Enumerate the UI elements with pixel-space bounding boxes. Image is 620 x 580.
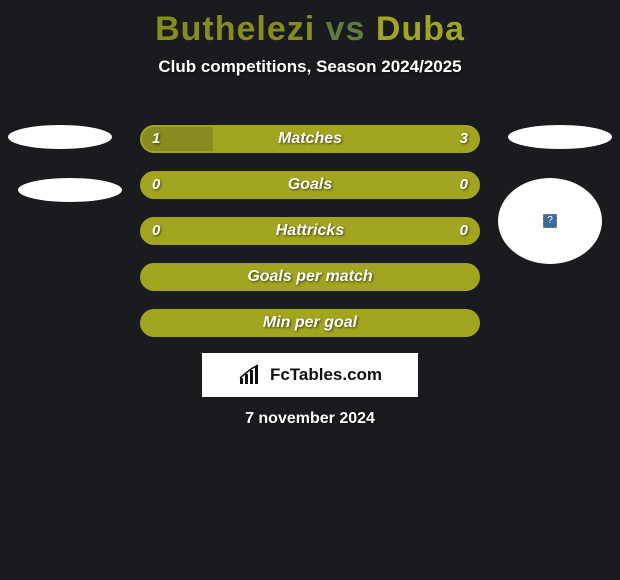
source-logo: FcTables.com	[202, 353, 418, 397]
bar-value-player2: 0	[460, 219, 468, 243]
player1-photo-placeholder-bottom	[18, 178, 122, 202]
subtitle: Club competitions, Season 2024/2025	[0, 57, 620, 77]
stat-bar-row: Goals per match	[140, 263, 480, 291]
stat-bars: Matches13Goals00Hattricks00Goals per mat…	[140, 125, 480, 355]
stat-bar-row: Min per goal	[140, 309, 480, 337]
player1-photo-placeholder-top	[8, 125, 112, 149]
bar-value-player2: 0	[460, 173, 468, 197]
date-text: 7 november 2024	[0, 410, 620, 428]
stat-bar-row: Hattricks0 0	[140, 217, 480, 245]
bar-value-player1: 1	[152, 127, 160, 151]
logo-text: FcTables.com	[270, 365, 382, 385]
bar-label: Goals per match	[142, 265, 478, 289]
title-vs: vs	[326, 10, 366, 48]
title-player1: Buthelezi	[155, 10, 315, 48]
title-player2: Duba	[376, 10, 465, 48]
bar-label: Min per goal	[142, 311, 478, 335]
bar-label: Hattricks	[142, 219, 478, 243]
player2-photo-placeholder-top	[508, 125, 612, 149]
stat-bar-row: Goals0 0	[140, 171, 480, 199]
bar-chart-icon	[238, 364, 264, 386]
player2-photo-placeholder-circle: ?	[498, 178, 602, 264]
bar-label: Matches	[142, 127, 478, 151]
page-title: Buthelezi vs Duba	[0, 0, 620, 49]
bar-value-player1: 0	[152, 173, 160, 197]
bar-label: Goals	[142, 173, 478, 197]
comparison-card: Buthelezi vs Duba Club competitions, Sea…	[0, 0, 620, 580]
stat-bar-row: Matches1 3	[140, 125, 480, 153]
bar-value-player2: 3	[460, 127, 468, 151]
missing-image-icon: ?	[543, 214, 557, 228]
bar-value-player1: 0	[152, 219, 160, 243]
